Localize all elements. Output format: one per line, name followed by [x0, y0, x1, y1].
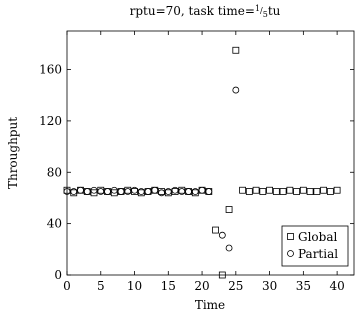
- partial-point: [117, 188, 125, 195]
- global-point: [239, 186, 246, 194]
- partial-point: [151, 186, 159, 194]
- x-tick-label: 0: [63, 279, 71, 293]
- y-tick-label: 0: [54, 268, 62, 282]
- partial-point: [158, 189, 165, 197]
- partial-point: [191, 188, 199, 195]
- x-axis-label: Time: [195, 298, 225, 312]
- title-frac-num: 1: [255, 4, 260, 13]
- global-point: [90, 189, 98, 197]
- partial-point: [205, 188, 213, 195]
- partial-point: [164, 188, 172, 195]
- x-tick-label: 20: [194, 279, 209, 293]
- partial-point: [225, 244, 233, 252]
- data-marks: [63, 46, 341, 279]
- global-point: [272, 188, 280, 195]
- title-frac-slash: /: [260, 6, 263, 15]
- partial-point: [124, 188, 132, 195]
- y-tick-label: 80: [47, 165, 62, 179]
- partial-point: [63, 188, 71, 195]
- global-point: [245, 188, 253, 195]
- x-tick-label: 30: [262, 279, 277, 293]
- partial-point: [97, 188, 105, 195]
- global-point: [232, 46, 240, 54]
- partial-point: [110, 186, 118, 194]
- partial-point: [137, 188, 145, 195]
- global-point: [212, 226, 219, 234]
- partial-point: [144, 188, 152, 195]
- partial-point: [104, 188, 111, 195]
- chart-title: rptu=70, task time=1/5tu: [130, 4, 281, 19]
- global-point: [320, 186, 328, 194]
- title-prefix: rptu=70, task time=: [130, 4, 255, 18]
- x-tick-label: 40: [329, 279, 344, 293]
- global-point: [266, 186, 273, 194]
- y-tick-label: 40: [47, 217, 62, 231]
- legend: Global Partial: [281, 225, 349, 267]
- global-point: [326, 188, 334, 195]
- legend-global-marker: [287, 233, 294, 240]
- x-tick-label: 5: [97, 279, 105, 293]
- partial-point: [198, 186, 206, 194]
- axis-ticks: 0 5 10 15 20 25 30 35 40 0 40 80 120 160: [39, 31, 354, 293]
- global-point: [306, 188, 314, 195]
- partial-point: [131, 186, 138, 194]
- x-tick-label: 35: [296, 279, 311, 293]
- y-axis-label: Throughput: [6, 117, 20, 189]
- global-point: [299, 186, 307, 194]
- global-point: [110, 189, 118, 197]
- global-point: [293, 188, 301, 195]
- partial-point: [218, 231, 226, 239]
- y-tick-label: 120: [39, 114, 62, 128]
- partial-point: [90, 186, 98, 194]
- legend-box: [281, 225, 349, 267]
- global-point: [333, 186, 341, 194]
- global-point: [279, 188, 287, 195]
- partial-point: [70, 188, 78, 195]
- global-point: [225, 206, 233, 213]
- legend-global-label: Global: [298, 230, 337, 244]
- x-tick-label: 25: [228, 279, 243, 293]
- partial-point: [185, 188, 192, 195]
- plot-frame: [66, 30, 355, 276]
- partial-point: [178, 188, 186, 195]
- y-tick-label: 160: [39, 63, 62, 77]
- global-point: [313, 188, 321, 195]
- title-suffix: tu: [268, 4, 281, 18]
- x-tick-label: 10: [127, 279, 142, 293]
- title-frac-den: 5: [263, 10, 268, 19]
- global-point: [286, 186, 294, 194]
- global-point: [252, 186, 260, 194]
- partial-point: [83, 188, 91, 195]
- global-point: [218, 271, 226, 279]
- legend-partial-label: Partial: [298, 247, 338, 261]
- global-point: [259, 188, 267, 195]
- partial-point: [171, 186, 179, 194]
- partial-point: [232, 86, 240, 94]
- x-tick-label: 15: [161, 279, 176, 293]
- legend-partial-marker: [287, 250, 294, 257]
- partial-point: [77, 186, 84, 194]
